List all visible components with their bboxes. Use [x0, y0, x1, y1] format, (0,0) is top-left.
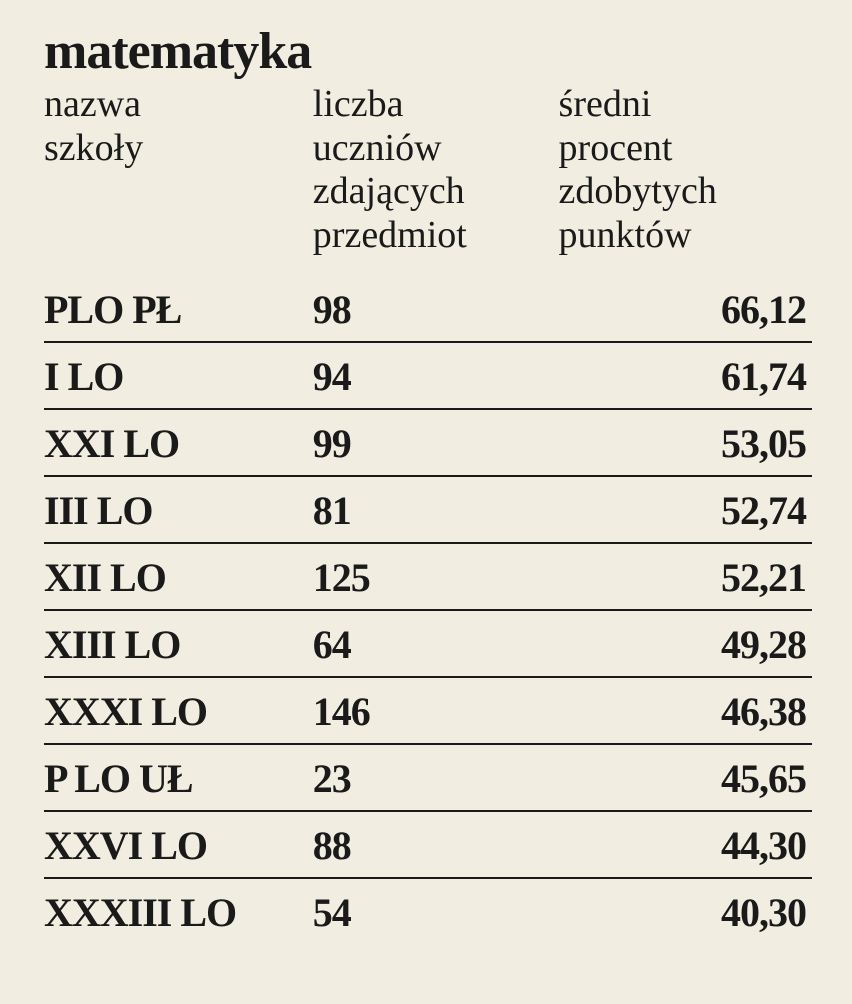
cell-score: 44,30 — [559, 811, 812, 878]
table-row: XII LO 125 52,21 — [44, 543, 812, 610]
col-header-name: nazwaszkoły — [44, 83, 313, 276]
cell-count: 146 — [313, 677, 559, 744]
cell-name: XIII LO — [44, 610, 313, 677]
cell-count: 94 — [313, 342, 559, 409]
cell-count: 54 — [313, 878, 559, 944]
cell-score: 61,74 — [559, 342, 812, 409]
table-row: XXXIII LO 54 40,30 — [44, 878, 812, 944]
cell-count: 88 — [313, 811, 559, 878]
cell-count: 99 — [313, 409, 559, 476]
table-row: I LO 94 61,74 — [44, 342, 812, 409]
cell-score: 45,65 — [559, 744, 812, 811]
cell-name: XXVI LO — [44, 811, 313, 878]
table-row: XXVI LO 88 44,30 — [44, 811, 812, 878]
table-row: III LO 81 52,74 — [44, 476, 812, 543]
cell-name: I LO — [44, 342, 313, 409]
cell-score: 40,30 — [559, 878, 812, 944]
table-row: PLO PŁ 98 66,12 — [44, 276, 812, 342]
cell-score: 49,28 — [559, 610, 812, 677]
col-header-score: średniprocentzdobytychpunktów — [559, 83, 812, 276]
cell-count: 81 — [313, 476, 559, 543]
cell-name: III LO — [44, 476, 313, 543]
table-title: matematyka — [44, 22, 812, 81]
cell-name: PLO PŁ — [44, 276, 313, 342]
cell-count: 23 — [313, 744, 559, 811]
cell-count: 64 — [313, 610, 559, 677]
cell-score: 53,05 — [559, 409, 812, 476]
cell-name: XXXIII LO — [44, 878, 313, 944]
table-row: XXI LO 99 53,05 — [44, 409, 812, 476]
cell-count: 98 — [313, 276, 559, 342]
table-row: P LO UŁ 23 45,65 — [44, 744, 812, 811]
cell-name: XXXI LO — [44, 677, 313, 744]
table-row: XIII LO 64 49,28 — [44, 610, 812, 677]
table-row: XXXI LO 146 46,38 — [44, 677, 812, 744]
cell-score: 52,21 — [559, 543, 812, 610]
cell-name: XII LO — [44, 543, 313, 610]
results-table: nazwaszkoły liczbauczniówzdającychprzedm… — [44, 83, 812, 944]
col-header-count: liczbauczniówzdającychprzedmiot — [313, 83, 559, 276]
cell-score: 52,74 — [559, 476, 812, 543]
cell-score: 66,12 — [559, 276, 812, 342]
cell-name: P LO UŁ — [44, 744, 313, 811]
table-body: PLO PŁ 98 66,12 I LO 94 61,74 XXI LO 99 … — [44, 276, 812, 944]
table-container: matematyka nazwaszkoły liczbauczniówzdaj… — [0, 0, 852, 944]
table-header-row: nazwaszkoły liczbauczniówzdającychprzedm… — [44, 83, 812, 276]
cell-count: 125 — [313, 543, 559, 610]
cell-score: 46,38 — [559, 677, 812, 744]
cell-name: XXI LO — [44, 409, 313, 476]
